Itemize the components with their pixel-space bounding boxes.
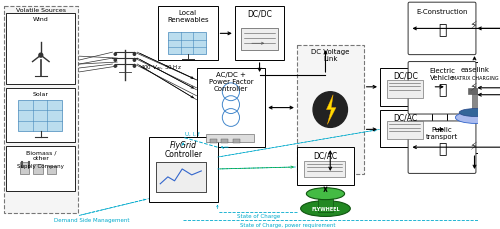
- Ellipse shape: [459, 109, 492, 117]
- Bar: [156, 162, 206, 192]
- Text: 🚗: 🚗: [438, 83, 446, 97]
- Text: DC/DC: DC/DC: [247, 10, 272, 19]
- Text: DC/DC: DC/DC: [394, 72, 418, 81]
- Text: 🚌: 🚌: [438, 142, 446, 156]
- Bar: [20, 162, 30, 174]
- FancyBboxPatch shape: [408, 121, 476, 173]
- Bar: [158, 6, 218, 60]
- Circle shape: [313, 92, 348, 127]
- Bar: [46, 166, 56, 174]
- Text: 🚜: 🚜: [438, 23, 446, 37]
- Bar: [304, 161, 344, 177]
- Text: FlyGrid: FlyGrid: [170, 141, 196, 150]
- Bar: [149, 137, 218, 202]
- Bar: [6, 146, 75, 191]
- Text: Controller: Controller: [164, 150, 202, 159]
- Bar: [386, 121, 423, 139]
- Text: DC/AC: DC/AC: [314, 151, 338, 160]
- Bar: [156, 162, 206, 192]
- Circle shape: [39, 53, 42, 57]
- Ellipse shape: [306, 188, 344, 200]
- Bar: [168, 32, 206, 54]
- Text: ⚡: ⚡: [468, 142, 476, 152]
- Bar: [33, 164, 42, 174]
- Text: Volatile Sources: Volatile Sources: [16, 8, 66, 13]
- Text: ⚡: ⚡: [468, 83, 476, 93]
- Bar: [233, 139, 239, 143]
- Bar: [234, 6, 284, 60]
- Circle shape: [114, 53, 116, 55]
- Polygon shape: [326, 95, 336, 124]
- Text: Solar: Solar: [33, 92, 49, 97]
- Bar: [210, 139, 216, 143]
- Bar: [386, 80, 423, 98]
- Ellipse shape: [456, 112, 496, 123]
- Circle shape: [134, 65, 136, 67]
- Text: MATRIX CHARGING: MATRIX CHARGING: [452, 76, 499, 81]
- FancyBboxPatch shape: [408, 62, 476, 114]
- Text: Biomass /
other: Biomass / other: [26, 150, 56, 161]
- Text: Public
transport: Public transport: [426, 127, 458, 140]
- Bar: [222, 139, 228, 143]
- Bar: [297, 147, 354, 185]
- Text: DC Voltage
Link: DC Voltage Link: [311, 49, 350, 62]
- Text: easelink: easelink: [461, 67, 490, 73]
- FancyBboxPatch shape: [408, 2, 476, 55]
- Circle shape: [134, 59, 136, 61]
- Circle shape: [114, 65, 116, 67]
- Bar: [468, 88, 483, 94]
- Text: State of Charge: State of Charge: [237, 214, 280, 219]
- Text: 400 $V_{ac}$, 50 Hz: 400 $V_{ac}$, 50 Hz: [140, 64, 182, 72]
- Bar: [6, 88, 75, 142]
- Bar: [318, 196, 333, 212]
- Text: Local
Renewables: Local Renewables: [167, 10, 208, 23]
- Text: AC/DC +
Power Factor
Controller: AC/DC + Power Factor Controller: [208, 72, 253, 92]
- Bar: [242, 28, 278, 50]
- Bar: [206, 134, 254, 142]
- Circle shape: [134, 53, 136, 55]
- Text: U, I, f: U, I, f: [185, 132, 200, 137]
- Bar: [18, 100, 62, 131]
- Bar: [196, 68, 266, 147]
- Text: DC/AC: DC/AC: [394, 114, 418, 123]
- Bar: [4, 6, 78, 213]
- Bar: [472, 90, 480, 112]
- Ellipse shape: [300, 201, 350, 216]
- Text: ⚡: ⚡: [468, 22, 476, 31]
- Text: Wind: Wind: [33, 16, 48, 22]
- Text: Electric
Vehicle: Electric Vehicle: [429, 68, 455, 81]
- Bar: [297, 45, 364, 174]
- Text: Demand Side Management: Demand Side Management: [54, 218, 129, 223]
- Text: E-Construction: E-Construction: [416, 9, 468, 15]
- Text: FLYWHEEL: FLYWHEEL: [311, 207, 340, 212]
- Text: State of Charge, power requirement: State of Charge, power requirement: [240, 223, 335, 228]
- Bar: [380, 68, 432, 106]
- Bar: [447, 62, 500, 153]
- Bar: [6, 13, 75, 84]
- Bar: [380, 109, 432, 147]
- Circle shape: [114, 59, 116, 61]
- Text: Supply Company: Supply Company: [18, 164, 64, 169]
